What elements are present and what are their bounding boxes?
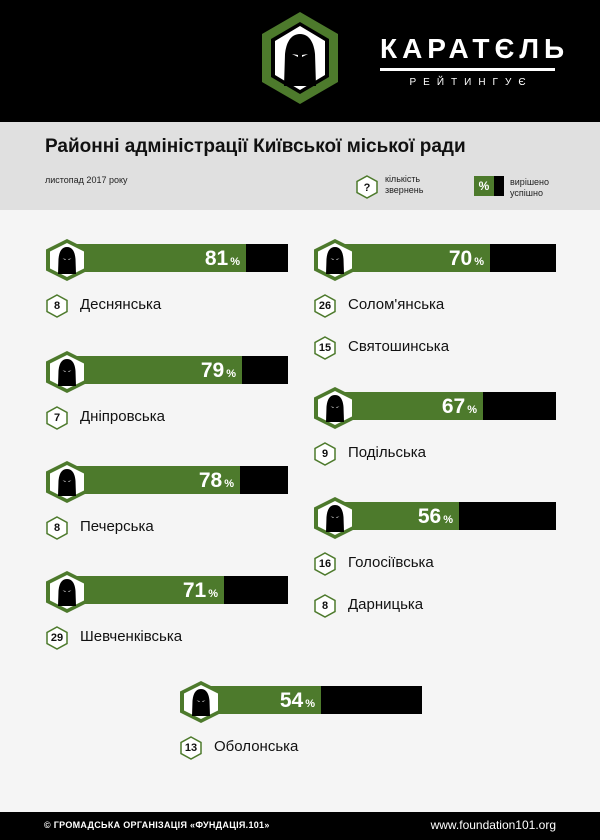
rating-percent-value: 56 bbox=[417, 505, 442, 528]
rating-bar-fill bbox=[68, 576, 224, 604]
rating-card: 56% 16 Голосіївська bbox=[312, 496, 562, 578]
percent-sign: % bbox=[305, 698, 315, 710]
footer-website-link[interactable]: www.foundation101.org bbox=[430, 818, 556, 832]
request-count: 16 bbox=[318, 558, 332, 570]
request-count-badge: 13 bbox=[180, 736, 202, 760]
brand-name: КАРАТЄЛЬ bbox=[380, 33, 570, 64]
hooded-figure-hexagon-icon bbox=[314, 387, 356, 429]
percent-sign: % bbox=[467, 404, 477, 416]
request-count-badge: 8 bbox=[46, 294, 68, 318]
legend-count-text: кількість звернень bbox=[385, 174, 424, 195]
header: КАРАТЄЛЬ РЕЙТИНГУЄ bbox=[0, 0, 600, 122]
request-count-badge: 16 bbox=[314, 552, 336, 576]
rating-percent-value: 79 bbox=[200, 359, 225, 382]
rating-bar-fill bbox=[336, 392, 483, 420]
rating-percent-value: 54 bbox=[279, 689, 304, 712]
rating-card: 71% 29 Шевченківська bbox=[44, 570, 294, 652]
district-name: Святошинська bbox=[348, 338, 450, 355]
rating-percent-value: 71 bbox=[182, 579, 207, 602]
district-name: Дніпровська bbox=[80, 408, 165, 425]
rating-card: 54% 13 Оболонська bbox=[178, 680, 428, 762]
district-name: Дарницька bbox=[348, 596, 424, 613]
footer: © ГРОМАДСЬКА ОРГАНІЗАЦІЯ «ФУНДАЦІЯ.101» … bbox=[0, 812, 600, 840]
rating-bar-fill bbox=[336, 244, 490, 272]
rating-bar-fill bbox=[68, 356, 242, 384]
request-count-badge: 8 bbox=[46, 516, 68, 540]
rating-card: 81% 8 Деснянська bbox=[44, 238, 294, 320]
request-count: 26 bbox=[318, 300, 332, 312]
request-count-badge: 8 bbox=[314, 594, 336, 618]
rating-bar-fill bbox=[68, 244, 246, 272]
percent-sign: % bbox=[230, 256, 240, 268]
request-count-badge: 29 bbox=[46, 626, 68, 650]
legend-percent-swatch: % bbox=[474, 176, 504, 196]
hooded-figure-hexagon-icon bbox=[46, 571, 88, 613]
brand-divider bbox=[380, 68, 555, 71]
rating-bar-fill bbox=[336, 502, 459, 530]
legend-percent-symbol: % bbox=[474, 176, 494, 196]
rating-percent: 79% bbox=[44, 358, 236, 384]
percent-sign: % bbox=[474, 256, 484, 268]
district-row: 8 Дарницька bbox=[312, 594, 562, 620]
legend-count-label: кількість звернень bbox=[385, 174, 445, 196]
rating-card: 67% 9 Подільська bbox=[312, 386, 562, 468]
request-count-badge: 15 bbox=[314, 336, 336, 360]
percent-sign: % bbox=[443, 514, 453, 526]
rating-percent: 78% bbox=[44, 468, 234, 494]
legend-percent-text: вирішено успішно bbox=[510, 177, 550, 198]
report-date: листопад 2017 року bbox=[45, 175, 128, 185]
district-name: Печерська bbox=[80, 518, 154, 535]
rating-percent: 70% bbox=[312, 246, 484, 272]
percent-sign: % bbox=[226, 368, 236, 380]
page-title: Районні адміністрації Київської міської … bbox=[45, 136, 466, 157]
hooded-figure-hexagon-icon bbox=[314, 497, 356, 539]
legend-percent-label: вирішено успішно bbox=[510, 177, 560, 199]
request-count: 7 bbox=[53, 412, 61, 424]
rating-card: 70% 26 Солом'янська bbox=[312, 238, 562, 320]
district-name: Оболонська bbox=[214, 738, 299, 755]
rating-percent-value: 81 bbox=[204, 247, 229, 270]
request-count-badge: 7 bbox=[46, 406, 68, 430]
district-name: Солом'янська bbox=[348, 296, 445, 313]
percent-sign: % bbox=[224, 478, 234, 490]
district-name: Шевченківська bbox=[80, 628, 183, 645]
rating-card: 78% 8 Печерська bbox=[44, 460, 294, 542]
request-count: 13 bbox=[184, 742, 198, 754]
district-row: 15 Святошинська bbox=[312, 336, 562, 362]
brand-subtitle: РЕЙТИНГУЄ bbox=[409, 77, 533, 88]
percent-sign: % bbox=[208, 588, 218, 600]
request-count-badge: 9 bbox=[314, 442, 336, 466]
district-name: Голосіївська bbox=[348, 554, 434, 571]
request-count: 15 bbox=[318, 342, 332, 354]
rating-percent: 71% bbox=[44, 578, 218, 604]
district-name: Деснянська bbox=[80, 296, 162, 313]
footer-copyright: © ГРОМАДСЬКА ОРГАНІЗАЦІЯ «ФУНДАЦІЯ.101» bbox=[44, 820, 270, 830]
rating-percent: 81% bbox=[44, 246, 240, 272]
request-count: 29 bbox=[50, 632, 64, 644]
rating-percent-value: 67 bbox=[441, 395, 466, 418]
request-count: 9 bbox=[321, 448, 329, 460]
legend-count-symbol: ? bbox=[364, 182, 371, 194]
district-name: Подільська bbox=[348, 444, 426, 461]
hooded-figure-hexagon-icon bbox=[180, 681, 222, 723]
rating-percent: 54% bbox=[178, 688, 315, 714]
rating-bar-fill bbox=[68, 466, 240, 494]
rating-percent: 56% bbox=[312, 504, 453, 530]
karatel-logo-icon bbox=[262, 12, 338, 104]
rating-percent-value: 78 bbox=[198, 469, 223, 492]
request-count-badge: 26 bbox=[314, 294, 336, 318]
request-count: 8 bbox=[53, 300, 61, 312]
hooded-figure-hexagon-icon bbox=[314, 239, 356, 281]
hooded-figure-hexagon-icon bbox=[46, 461, 88, 503]
rating-percent: 67% bbox=[312, 394, 477, 420]
request-count: 8 bbox=[321, 600, 329, 612]
hooded-figure-hexagon-icon bbox=[46, 351, 88, 393]
request-count: 8 bbox=[53, 522, 61, 534]
legend-count-hexagon-icon: ? bbox=[356, 175, 378, 199]
rating-card: 79% 7 Дніпровська bbox=[44, 350, 294, 432]
rating-percent-value: 70 bbox=[448, 247, 473, 270]
brand: КАРАТЄЛЬ РЕЙТИНГУЄ bbox=[380, 33, 570, 88]
hooded-figure-hexagon-icon bbox=[46, 239, 88, 281]
